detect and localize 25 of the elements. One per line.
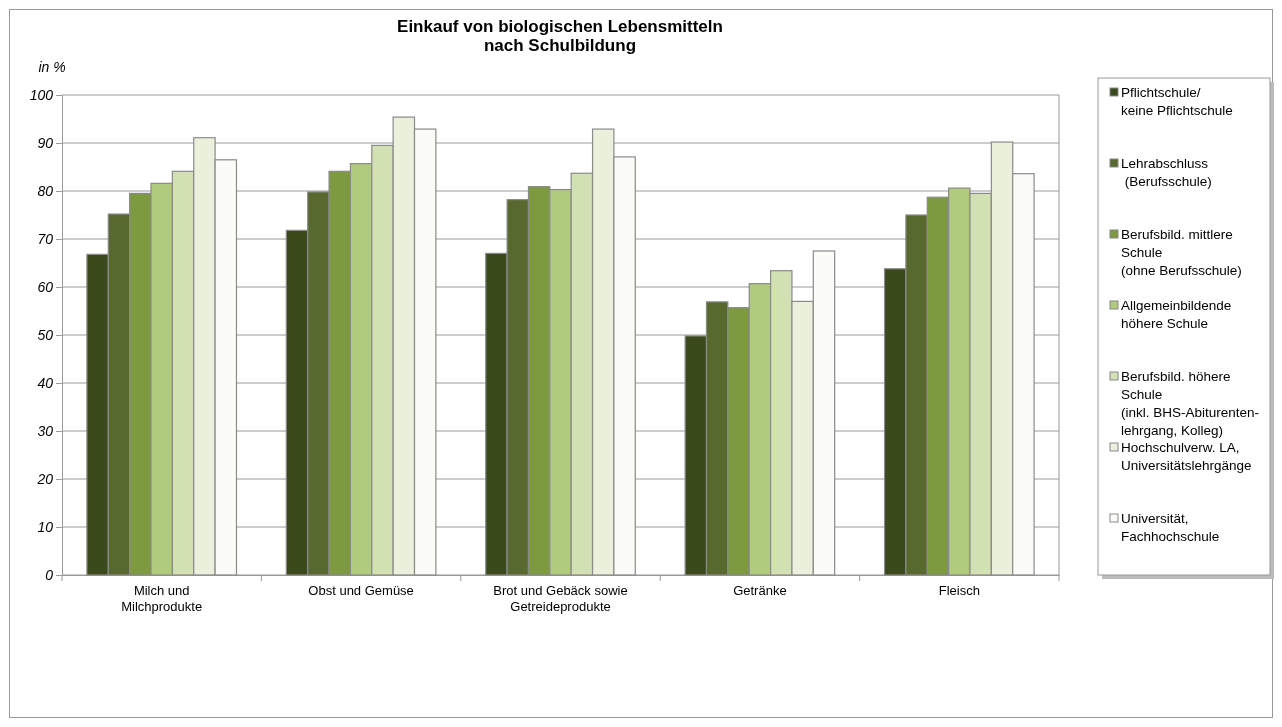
legend-label: Hochschulverw. LA, Universitätslehrgänge [1121, 440, 1252, 473]
x-tick-label: Brot und Gebäck sowie Getreideprodukte [493, 583, 628, 614]
x-tick-label: Milch und Milchprodukte [121, 583, 203, 614]
y-tick-label: 90 [37, 134, 54, 151]
y-tick-label: 70 [37, 230, 54, 247]
legend-label: Berufsbild. höhere Schule (inkl. BHS-Abiturenten- lehrgang, Kolleg) [1121, 369, 1260, 438]
y-tick-label: 40 [37, 374, 54, 391]
legend-label: Lehrabschluss (Berufsschule) [1121, 156, 1212, 189]
y-tick-label: 60 [37, 278, 54, 295]
legend-label: Universität, Fachhochschule [1121, 511, 1220, 544]
chart-title: Einkauf von biologischen Lebensmitteln nach Schulbildung [397, 17, 723, 55]
y-tick-label: 30 [37, 422, 54, 439]
y-tick-label: 10 [37, 518, 54, 535]
legend-label: Berufsbild. mittlere Schule (ohne Berufsschule) [1121, 227, 1242, 278]
legend-label: Allgemeinbildende höhere Schule [1121, 298, 1232, 331]
x-tick-label: Obst und Gemüse [308, 583, 414, 598]
y-tick-label: 0 [45, 566, 54, 583]
y-tick-label: 50 [37, 326, 54, 343]
legend-label: Pflichtschule/ keine Pflichtschule [1121, 85, 1233, 118]
x-tick-label: Getränke [733, 583, 787, 598]
y-axis-title: in % [38, 59, 66, 75]
x-tick-label: Fleisch [938, 583, 980, 598]
y-tick-label: 80 [37, 182, 54, 199]
y-tick-label: 100 [29, 86, 54, 103]
y-tick-label: 20 [36, 470, 54, 487]
